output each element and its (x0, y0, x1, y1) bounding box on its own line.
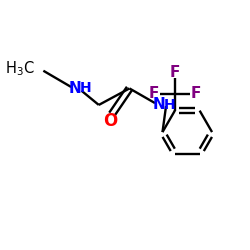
Text: F: F (170, 65, 180, 80)
Text: F: F (149, 86, 159, 101)
Text: N: N (69, 81, 82, 96)
Text: H: H (163, 98, 175, 112)
Text: N: N (152, 98, 165, 112)
Text: O: O (104, 112, 118, 130)
Text: H: H (80, 82, 91, 96)
Text: $\mathregular{H_3C}$: $\mathregular{H_3C}$ (5, 59, 34, 78)
Text: F: F (191, 86, 201, 101)
